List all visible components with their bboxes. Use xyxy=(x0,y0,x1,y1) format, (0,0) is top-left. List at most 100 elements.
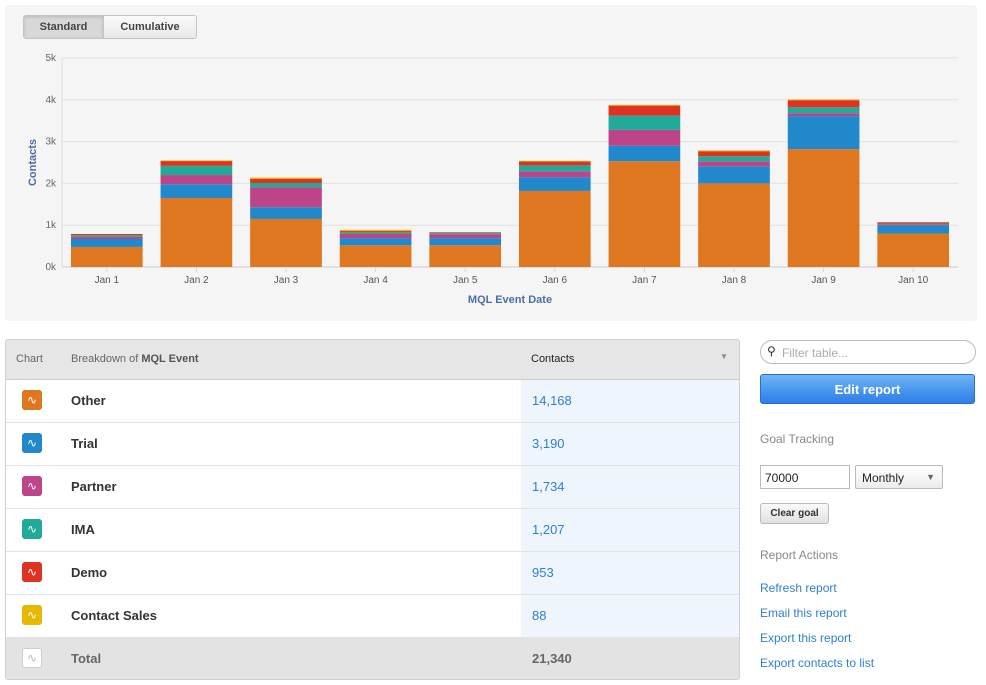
x-tick-label: Jan 8 xyxy=(722,275,747,286)
bar-segment-demo[interactable] xyxy=(787,100,860,108)
bar-segment-demo[interactable] xyxy=(608,105,681,116)
x-tick-label: Jan 6 xyxy=(543,275,568,286)
bar-segment-ima[interactable] xyxy=(429,233,502,235)
bar-segment-demo[interactable] xyxy=(429,232,502,234)
bar-segment-contact-sales[interactable] xyxy=(250,177,322,179)
filter-table-input[interactable]: ⚲ Filter table... xyxy=(760,340,976,364)
row-label: Contact Sales xyxy=(71,608,157,623)
bar-segment-contact-sales[interactable] xyxy=(608,104,681,106)
chart-toggle-icon[interactable]: ∿ xyxy=(22,519,42,539)
contacts-column-header[interactable]: Contacts xyxy=(531,353,575,365)
bar-segment-contact-sales[interactable] xyxy=(518,160,591,162)
row-value[interactable]: 14,168 xyxy=(532,393,572,408)
y-tick-label: 4k xyxy=(45,95,57,106)
bar-segment-other[interactable] xyxy=(787,149,860,267)
bar-segment-trial[interactable] xyxy=(339,238,412,246)
bar-segment-partner[interactable] xyxy=(608,129,681,146)
bar-segment-contact-sales[interactable] xyxy=(787,99,860,101)
row-label: Partner xyxy=(71,479,117,494)
edit-report-button[interactable]: Edit report xyxy=(760,374,975,404)
export-contacts-link[interactable]: Export contacts to list xyxy=(760,656,875,670)
bar-segment-demo[interactable] xyxy=(877,222,950,224)
bar-segment-demo[interactable] xyxy=(698,151,770,157)
bar-segment-ima[interactable] xyxy=(698,156,770,162)
bar-segment-ima[interactable] xyxy=(518,165,591,172)
x-tick-label: Jan 5 xyxy=(453,275,478,286)
bar-segment-partner[interactable] xyxy=(70,236,143,239)
bar-segment-other[interactable] xyxy=(160,198,233,267)
bar-segment-trial[interactable] xyxy=(160,184,233,199)
bar-segment-contact-sales[interactable] xyxy=(698,150,770,152)
goal-value-input[interactable]: 70000 xyxy=(760,465,850,489)
x-tick-label: Jan 10 xyxy=(898,275,928,286)
bar-segment-trial[interactable] xyxy=(429,238,502,246)
total-label: Total xyxy=(71,651,102,666)
search-icon: ⚲ xyxy=(767,344,776,358)
bar-segment-demo[interactable] xyxy=(518,161,591,166)
bar-segment-other[interactable] xyxy=(429,245,502,267)
bar-segment-other[interactable] xyxy=(250,218,322,267)
row-value[interactable]: 1,734 xyxy=(532,479,565,494)
bar-segment-contact-sales[interactable] xyxy=(339,229,412,232)
bar-segment-other[interactable] xyxy=(877,233,950,267)
chart-toggle-icon[interactable]: ∿ xyxy=(22,390,42,410)
bar-segment-partner[interactable] xyxy=(877,224,950,226)
bar-segment-trial[interactable] xyxy=(608,145,681,162)
standard-toggle-button[interactable]: Standard xyxy=(24,16,104,38)
bar-segment-ima[interactable] xyxy=(160,165,233,176)
row-value[interactable]: 3,190 xyxy=(532,436,565,451)
bar-segment-demo[interactable] xyxy=(70,233,143,236)
bar-segment-trial[interactable] xyxy=(698,166,770,184)
bar-segment-other[interactable] xyxy=(608,161,681,267)
bar-segment-trial[interactable] xyxy=(70,238,143,247)
chart-toggle-icon[interactable]: ∿ xyxy=(22,562,42,582)
y-tick-label: 0k xyxy=(45,262,57,273)
cumulative-toggle-button[interactable]: Cumulative xyxy=(104,16,196,38)
x-tick-label: Jan 4 xyxy=(363,275,388,286)
row-value[interactable]: 88 xyxy=(532,608,547,623)
bar-segment-ima[interactable] xyxy=(70,235,143,237)
bar-segment-demo[interactable] xyxy=(250,178,322,183)
bar-segment-trial[interactable] xyxy=(877,225,950,234)
chart-column-header: Chart xyxy=(16,353,43,365)
export-report-link[interactable]: Export this report xyxy=(760,631,852,645)
bar-segment-other[interactable] xyxy=(518,190,591,267)
bar-segment-ima[interactable] xyxy=(339,232,412,234)
y-axis-title: Contacts xyxy=(27,139,39,186)
sort-caret-icon[interactable]: ▼ xyxy=(720,352,728,361)
bar-segment-ima[interactable] xyxy=(877,223,950,225)
bar-segment-other[interactable] xyxy=(339,245,412,267)
chart-toggle-icon[interactable]: ∿ xyxy=(22,605,42,625)
email-report-link[interactable]: Email this report xyxy=(760,606,847,620)
breakdown-column-header[interactable]: Breakdown of MQL Event xyxy=(71,353,199,365)
goal-period-select[interactable]: Monthly ▼ xyxy=(855,465,943,489)
bar-segment-partner[interactable] xyxy=(250,187,322,208)
bar-segment-trial[interactable] xyxy=(787,116,860,150)
bar-segment-other[interactable] xyxy=(70,246,143,267)
row-value[interactable]: 1,207 xyxy=(532,522,565,537)
bar-segment-partner[interactable] xyxy=(518,171,591,178)
stacked-bar-chart: 0k 1k 2k 3k 4k 5k Contacts Jan 1 Jan 2 Jan 3 Jan 4… xyxy=(27,53,958,306)
bar-segment-demo[interactable] xyxy=(160,160,233,166)
bar-segment-ima[interactable] xyxy=(787,107,860,114)
bar-segment-partner[interactable] xyxy=(339,233,412,239)
bar-segment-partner[interactable] xyxy=(698,161,770,167)
bar-segment-ima[interactable] xyxy=(608,115,681,130)
chevron-down-icon: ▼ xyxy=(926,472,935,482)
bar-segment-other[interactable] xyxy=(698,183,770,267)
table-row: ∿ Other 14,168 xyxy=(6,380,739,423)
refresh-report-link[interactable]: Refresh report xyxy=(760,581,837,595)
clear-goal-button[interactable]: Clear goal xyxy=(760,503,829,524)
bar-segment-trial[interactable] xyxy=(518,177,591,191)
chart-toggle-icon[interactable]: ∿ xyxy=(22,648,42,668)
bar-segment-partner[interactable] xyxy=(429,234,502,239)
row-value[interactable]: 953 xyxy=(532,565,554,580)
bar-segment-partner[interactable] xyxy=(787,113,860,117)
chart-toggle-icon[interactable]: ∿ xyxy=(22,433,42,453)
chart-toggle-icon[interactable]: ∿ xyxy=(22,476,42,496)
bar-segment-ima[interactable] xyxy=(250,182,322,188)
bar-segment-partner[interactable] xyxy=(160,175,233,185)
bar-segment-trial[interactable] xyxy=(250,207,322,219)
bar-segment-contact-sales[interactable] xyxy=(160,160,233,162)
bar-segment-demo[interactable] xyxy=(339,231,412,233)
